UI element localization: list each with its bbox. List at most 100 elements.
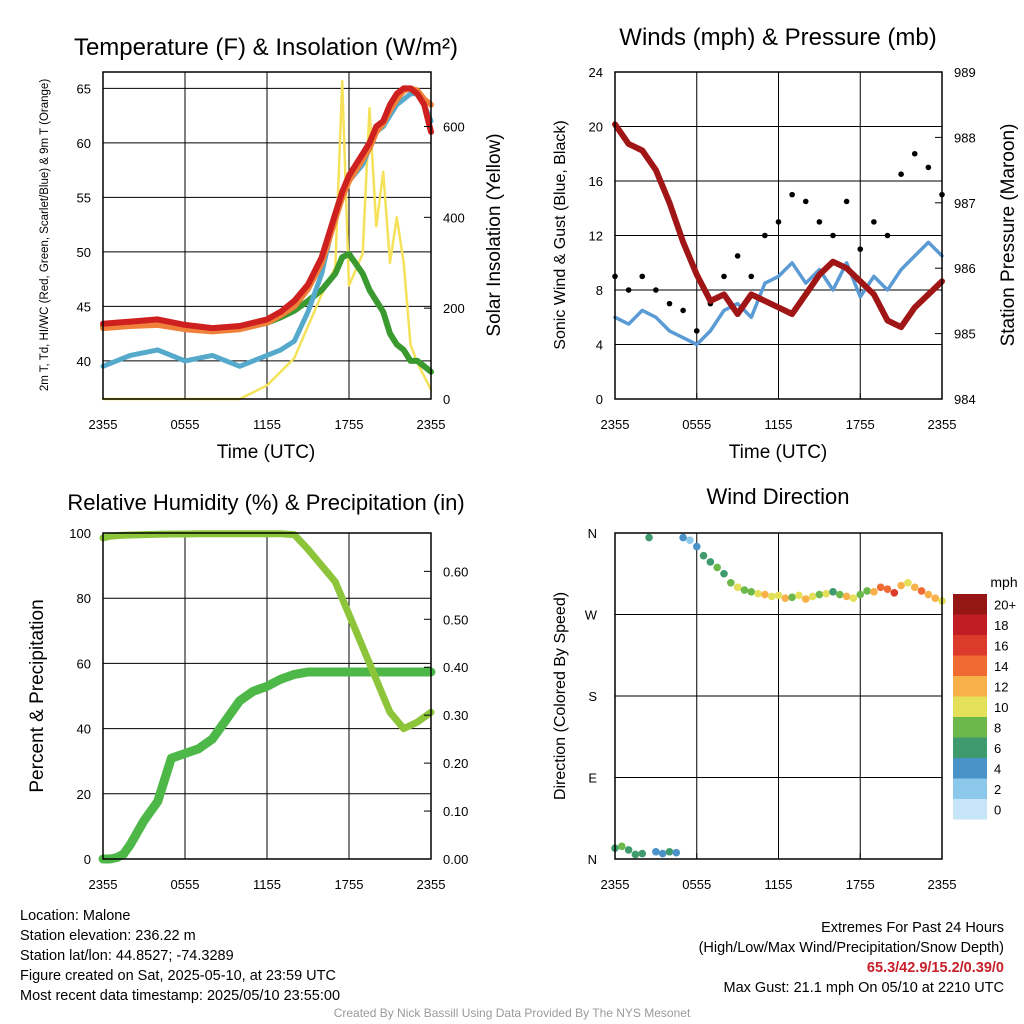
direction-point: [849, 594, 858, 602]
winds-x-axis-label: Time (UTC): [729, 442, 828, 463]
wind-direction-grid: [615, 533, 942, 859]
colorbar-swatch: [953, 635, 987, 656]
y-tick-label: 55: [77, 190, 91, 205]
x-tick-label: 0555: [682, 877, 711, 892]
pressure-y-axis-label: Station Pressure (Maroon): [998, 124, 1019, 347]
direction-point: [910, 583, 919, 592]
direction-point: [822, 589, 830, 598]
x-tick-label: 0555: [171, 877, 200, 892]
direction-point: [788, 593, 796, 602]
direction-point: [767, 592, 776, 601]
direction-point: [876, 583, 885, 592]
direction-point: [699, 551, 708, 560]
direction-point: [904, 579, 912, 587]
gust-point: [721, 273, 727, 280]
direction-point: [870, 588, 878, 596]
colorbar-swatch: [953, 737, 987, 758]
winds-axes-ticks: 2355 0555 1155 1755 2355 0 4 8 12 16 20 24 984 985 986…: [589, 65, 976, 432]
2m-t-line: [100, 85, 434, 332]
x-tick-label: 1155: [765, 877, 793, 892]
y-tick-label: 80: [77, 591, 91, 606]
colorbar-label: 20+: [994, 597, 1016, 612]
x-tick-label: 1755: [846, 417, 875, 432]
x-tick-label: 1755: [335, 417, 364, 432]
direction-point: [801, 595, 810, 603]
y-tick-label: 60: [77, 136, 91, 151]
x-tick-label: 1755: [846, 877, 875, 892]
credit-line: Created By Nick Bassill Using Data Provi…: [333, 1006, 691, 1020]
gust-point: [816, 219, 823, 225]
temperature-insolation-panel: Temperature (F) & Insolation (W/m²) 2355…: [39, 34, 505, 463]
y2-tick-label: 989: [954, 65, 976, 80]
humidity-precipitation-panel: Relative Humidity (%) & Precipitation (i…: [27, 490, 468, 892]
x-tick-label: 2355: [928, 417, 957, 432]
direction-point: [692, 542, 701, 551]
y-tick-label: 12: [589, 229, 603, 244]
y-tick-label: S: [588, 689, 597, 704]
direction-point: [774, 591, 783, 600]
gust-point: [653, 287, 659, 293]
colorbar-unit-label: mph: [990, 574, 1017, 590]
colorbar-swatch: [953, 594, 987, 615]
direction-point: [829, 588, 837, 596]
extremes-title: Extremes For Past 24 Hours: [821, 920, 1004, 936]
gust-point: [775, 219, 782, 225]
x-tick-label: 2355: [417, 877, 446, 892]
x-tick-label: 0555: [171, 417, 200, 432]
direction-point: [890, 588, 899, 597]
y-tick-label: 20: [77, 787, 91, 802]
direction-point: [795, 591, 803, 600]
humidity-chart-title: Relative Humidity (%) & Precipitation (i…: [67, 490, 464, 515]
colorbar-swatch: [953, 655, 987, 676]
temperature-y-axis-label: 2m T, Td, HI/WC (Red, Green, Scarlet/Blu…: [39, 79, 51, 391]
gust-point: [830, 232, 836, 239]
y-tick-label: W: [585, 608, 598, 623]
humidity-axes-ticks: 2355 0555 1155 1755 2355 0 20 40 60 80 100 0.00 0.10…: [69, 526, 468, 892]
gust-point: [748, 273, 755, 280]
direction-point: [781, 594, 790, 602]
winds-y-axis-label: Sonic Wind & Gust (Blue, Black): [552, 120, 569, 349]
direction-point: [747, 588, 756, 596]
x-tick-label: 1155: [253, 877, 281, 892]
direction-point: [679, 533, 687, 542]
y2-tick-label: 200: [443, 301, 465, 316]
y2-tick-label: 988: [954, 130, 976, 145]
insolation-y-axis-label: Solar Insolation (Yellow): [484, 133, 505, 336]
latlon-text: Station lat/lon: 44.8527; -74.3289: [20, 948, 234, 964]
humidity-y-axis-label: Percent & Precipitation: [27, 599, 48, 792]
y2-tick-label: 0.10: [443, 804, 468, 819]
direction-point: [931, 594, 939, 602]
y2-tick-label: 984: [954, 392, 976, 407]
elevation-text: Station elevation: 236.22 m: [20, 928, 196, 944]
x-tick-label: 1755: [335, 877, 364, 892]
gust-point: [884, 232, 891, 239]
direction-point: [638, 849, 647, 858]
direction-point: [652, 847, 660, 856]
winds-grid: [615, 71, 942, 400]
colorbar-swatch: [953, 696, 987, 717]
x-tick-label: 2355: [601, 877, 630, 892]
gust-point: [857, 246, 864, 252]
direction-point: [754, 589, 762, 598]
colorbar-swatch: [953, 799, 987, 820]
direction-point: [761, 590, 769, 599]
y-tick-label: N: [588, 852, 597, 867]
direction-point: [720, 569, 728, 578]
gust-point: [871, 219, 877, 225]
temperature-chart-title: Temperature (F) & Insolation (W/m²): [74, 34, 458, 61]
x-tick-label: 2355: [89, 417, 118, 432]
colorbar-label: 10: [994, 700, 1008, 715]
colorbar-label: 8: [994, 720, 1001, 735]
temperature-axes-ticks: 2355 0555 1155 1755 2355 40 45 50 55 60 65 0 200 400 6…: [77, 81, 465, 432]
direction-point: [713, 563, 721, 572]
direction-point: [645, 533, 653, 542]
max-gust-text: Max Gust: 21.1 mph On 05/10 at 2210 UTC: [723, 980, 1004, 996]
recent-data-text: Most recent data timestamp: 2025/05/10 2…: [20, 988, 341, 1004]
direction-point: [733, 583, 742, 592]
colorbar-label: 12: [994, 679, 1008, 694]
gust-point: [693, 328, 700, 334]
y2-tick-label: 985: [954, 327, 976, 342]
colorbar-label: 14: [994, 659, 1008, 674]
y2-tick-label: 0.00: [443, 852, 468, 867]
gust-point: [734, 253, 741, 259]
